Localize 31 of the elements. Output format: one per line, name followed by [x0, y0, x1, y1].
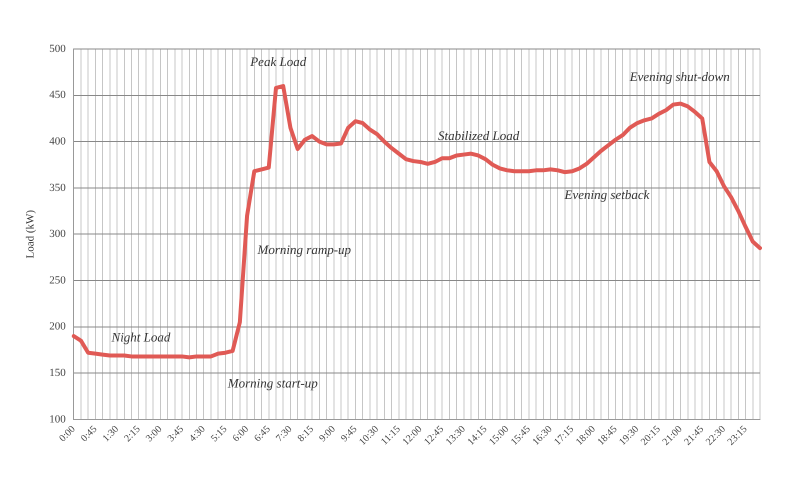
x-tick-label: 2:15: [122, 424, 143, 444]
annotation: Morning start-up: [226, 375, 318, 390]
x-tick-label: 6:00: [230, 424, 252, 444]
annotation: Peak Load: [249, 54, 307, 69]
x-tick-label: 7:30: [274, 424, 294, 444]
x-tick-label: 3:00: [144, 424, 164, 444]
y-tick-label: 500: [49, 42, 66, 55]
annotation: Evening shut-down: [628, 68, 730, 84]
y-tick-label: 250: [49, 274, 66, 286]
y-tick-label: 200: [49, 320, 66, 333]
annotation: Night Load: [110, 329, 171, 344]
annotation: Evening setback: [564, 187, 650, 202]
annotation: Stabilized Load: [438, 128, 520, 143]
x-tick-label: 9:00: [317, 424, 338, 444]
y-tick-label: 100: [49, 413, 66, 426]
y-tick-label: 350: [49, 182, 66, 194]
annotation: Morning ramp-up: [256, 242, 352, 257]
x-tick-label: 3:45: [166, 424, 186, 444]
x-tick-label: 0:00: [57, 424, 78, 444]
x-tick-label: 1:30: [100, 424, 122, 444]
x-tick-label: 0:45: [79, 424, 100, 444]
x-tick-label: 4:30: [187, 424, 208, 444]
y-tick-label: 300: [49, 228, 66, 240]
x-tick-label: 5:15: [209, 424, 230, 444]
y-axis-title: Load (kW): [24, 210, 36, 258]
y-tick-label: 400: [49, 135, 66, 148]
y-tick-label: 150: [49, 367, 66, 379]
y-tick-label: 450: [49, 89, 66, 102]
x-tick-label: 9:45: [339, 424, 360, 444]
x-tick-label: 6:45: [252, 424, 273, 444]
x-tick-label: 8:15: [296, 424, 316, 444]
